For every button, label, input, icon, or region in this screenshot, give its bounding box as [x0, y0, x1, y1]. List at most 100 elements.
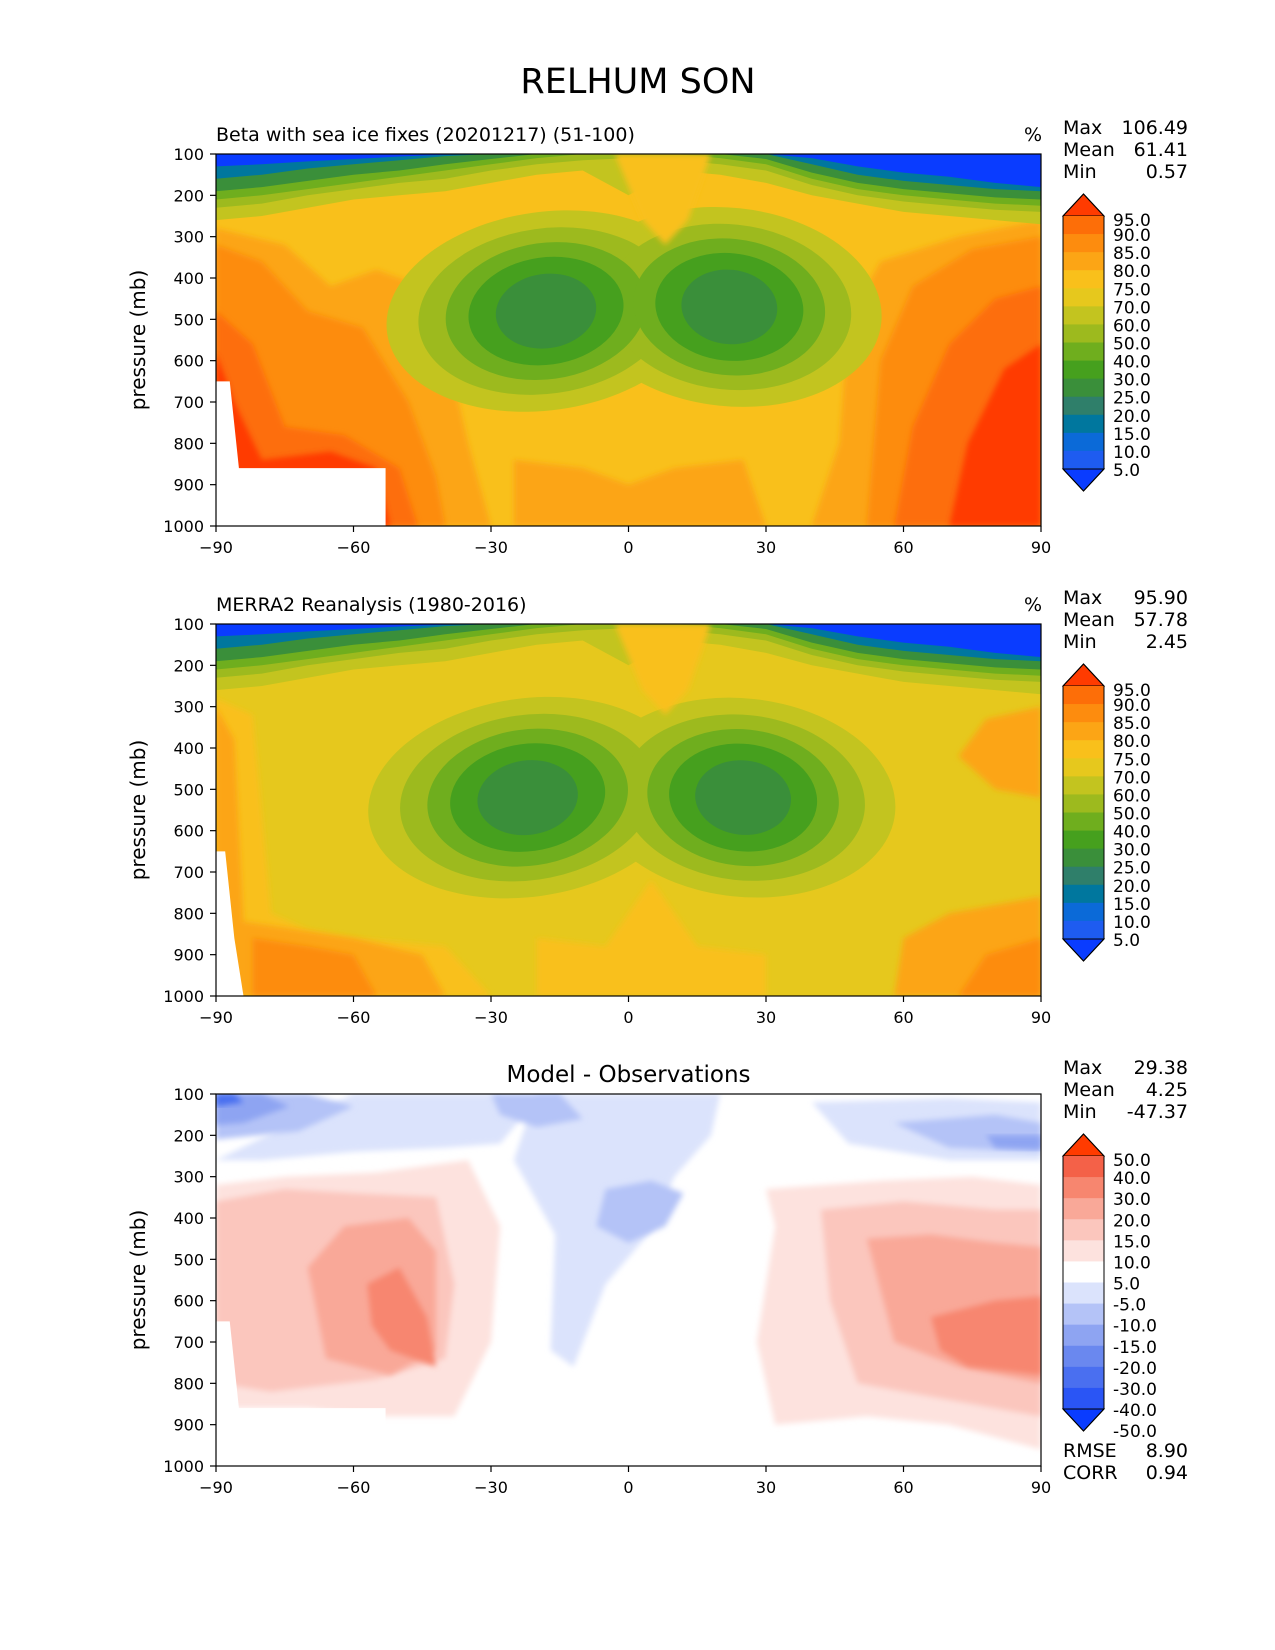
y-tick-label: 1000 — [163, 1457, 204, 1476]
y-tick-label: 900 — [173, 1416, 204, 1435]
upper-band-4 — [216, 154, 1041, 192]
contour-s-75 — [216, 706, 446, 996]
stat-value: 57.78 — [1134, 609, 1188, 631]
x-tick-label: 60 — [893, 538, 913, 557]
contour-eq-70 — [536, 880, 766, 996]
x-tick-label: 0 — [623, 1478, 633, 1497]
colorbar-swatch — [1063, 270, 1104, 289]
stat-value: 0.57 — [1146, 161, 1188, 183]
y-axis-label: pressure (mb) — [126, 270, 150, 411]
stat-value: 95.90 — [1134, 587, 1188, 609]
dry-lobe-south-4 — [477, 760, 578, 836]
diff-tropical-m10 — [596, 1180, 684, 1243]
missing-data — [216, 851, 244, 996]
colorbar-swatch — [1063, 1156, 1104, 1178]
colorbar-swatch — [1063, 812, 1104, 832]
y-tick-label: 700 — [173, 863, 204, 882]
colorbar-extend-top — [1061, 193, 1106, 217]
colorbar-label: 75.0 — [1113, 280, 1151, 300]
footer-stat-value: 8.90 — [1146, 1440, 1188, 1462]
colorbar-label: 60.0 — [1113, 316, 1151, 336]
y-tick-label: 600 — [173, 822, 204, 841]
colorbar-label: -15.0 — [1113, 1338, 1157, 1358]
colorbar-swatch — [1063, 1324, 1104, 1347]
y-tick-label: 400 — [173, 269, 204, 288]
colorbar-label: 10.0 — [1113, 1253, 1151, 1273]
y-tick-label: 200 — [173, 1126, 204, 1145]
missing-data — [216, 381, 386, 526]
colorbar-swatch — [1063, 704, 1104, 723]
colorbar-swatch — [1063, 216, 1104, 235]
colorbar-label: 70.0 — [1113, 768, 1151, 788]
y-tick-label: 700 — [173, 393, 204, 412]
colorbar-label: 30.0 — [1113, 1190, 1151, 1210]
colorbar-label: 75.0 — [1113, 750, 1151, 770]
diff-upper-tropical-m10 — [491, 1094, 583, 1128]
units-label: % — [1024, 594, 1042, 616]
colorbar-swatch — [1063, 1303, 1104, 1326]
colorbar-label: 85.0 — [1113, 244, 1151, 264]
colorbar-extend-bottom — [1061, 938, 1106, 962]
contour-s-80 — [252, 938, 377, 996]
x-tick-label: 30 — [756, 1478, 776, 1497]
y-tick-label: 700 — [173, 1333, 204, 1352]
colorbar-swatch — [1063, 378, 1104, 398]
upper-band-5 — [216, 154, 1041, 188]
x-tick-label: −60 — [337, 538, 371, 557]
y-tick-label: 200 — [173, 186, 204, 205]
footer-stat-label: RMSE — [1063, 1440, 1117, 1462]
plot-area — [216, 154, 1041, 526]
colorbar-label: 5.0 — [1113, 461, 1140, 481]
dry-lobe-north-4 — [681, 269, 778, 345]
colorbar-label: 10.0 — [1113, 913, 1151, 933]
y-tick-label: 900 — [173, 476, 204, 495]
colorbar-swatch — [1063, 776, 1104, 795]
missing-data — [216, 1321, 386, 1466]
stat-label: Max — [1063, 587, 1102, 609]
colorbar-extend-bottom — [1061, 468, 1106, 492]
colorbar-label: 40.0 — [1113, 1169, 1151, 1189]
diff-upper-south-m5 — [216, 1094, 528, 1161]
colorbar-extend-top — [1061, 663, 1106, 687]
colorbar-label: -5.0 — [1113, 1296, 1146, 1316]
colorbar-swatch — [1063, 324, 1104, 343]
colorbar-swatch — [1063, 234, 1104, 253]
colorbar-swatch — [1063, 360, 1104, 380]
y-tick-label: 100 — [173, 145, 204, 164]
contour-eq-75 — [513, 459, 766, 526]
colorbar-extend-top — [1061, 1133, 1106, 1157]
y-tick-label: 200 — [173, 656, 204, 675]
colorbar-swatch — [1063, 306, 1104, 325]
colorbar-swatch — [1063, 902, 1104, 922]
y-tick-label: 300 — [173, 228, 204, 247]
y-tick-label: 900 — [173, 946, 204, 965]
colorbar-swatch — [1063, 1345, 1104, 1368]
colorbar-label: 5.0 — [1113, 931, 1140, 951]
stat-label: Mean — [1063, 1079, 1115, 1101]
colorbar-swatch — [1063, 722, 1104, 741]
y-axis-label: pressure (mb) — [126, 1210, 150, 1351]
colorbar-label: 40.0 — [1113, 823, 1151, 843]
colorbar-swatch — [1063, 740, 1104, 759]
x-tick-label: 0 — [623, 538, 633, 557]
colorbar-label: 10.0 — [1113, 443, 1151, 463]
y-tick-label: 1000 — [163, 517, 204, 536]
y-axis-label: pressure (mb) — [126, 740, 150, 881]
diff-south-30 — [367, 1267, 436, 1367]
x-tick-label: −90 — [199, 1478, 233, 1497]
x-tick-label: −30 — [474, 1478, 508, 1497]
colorbar-label: 15.0 — [1113, 895, 1151, 915]
colorbar-label: 20.0 — [1113, 877, 1151, 897]
colorbar-swatch — [1063, 252, 1104, 271]
colorbar-label: 30.0 — [1113, 841, 1151, 861]
y-tick-label: 600 — [173, 352, 204, 371]
x-tick-label: 60 — [893, 1008, 913, 1027]
eq-upper-moist — [614, 624, 711, 715]
colorbar-label: -30.0 — [1113, 1380, 1157, 1400]
colorbar-swatch — [1063, 432, 1104, 452]
upper-band-5 — [216, 624, 1041, 658]
colorbar-label: 95.0 — [1113, 211, 1151, 231]
colorbar-label: 60.0 — [1113, 786, 1151, 806]
